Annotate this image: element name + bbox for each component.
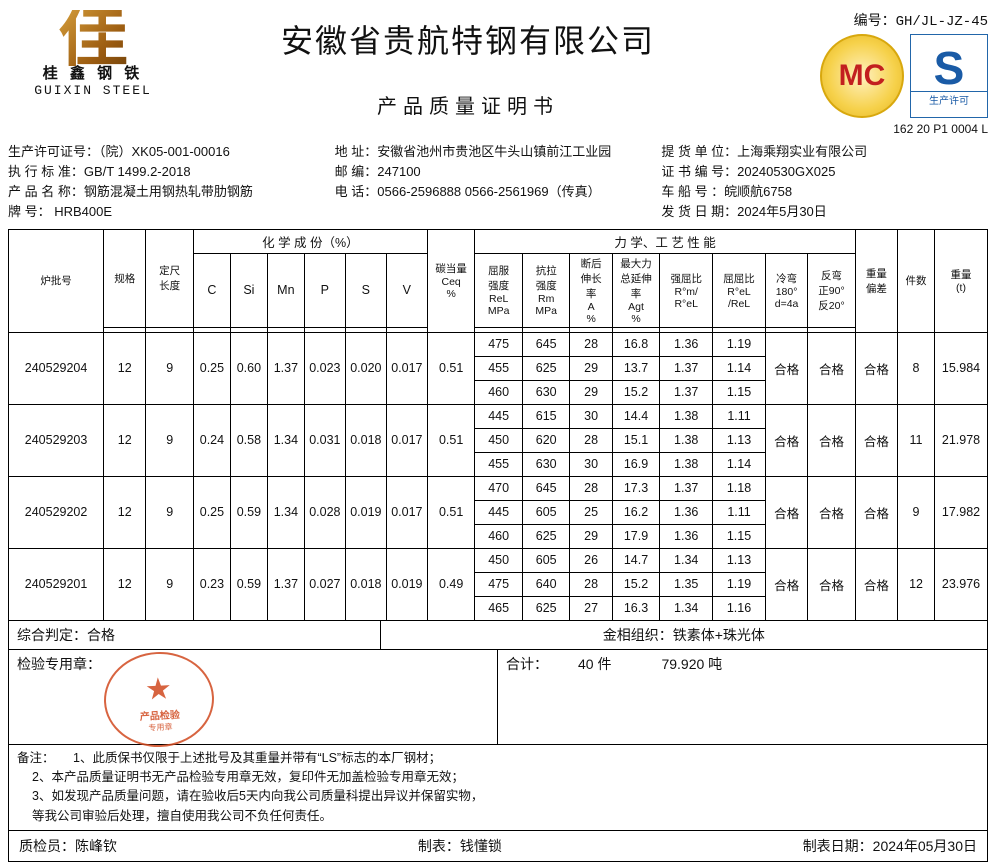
star-icon: ★ [144, 673, 172, 704]
inspector-signature-text: 质检员：陈峰钦 [19, 836, 117, 856]
info-column-1: 生产许可证号：（院）XK05-001-00016 执 行 标 准：GB/T 14… [8, 142, 335, 223]
total-weight-text: 79.920 吨 [661, 654, 722, 674]
title-block: 安徽省贵航特钢有限公司 产品质量证明书 [178, 6, 758, 119]
total-pieces-text: 40 件 [578, 654, 611, 674]
total-label-text: 合计： [506, 654, 548, 674]
metal-structure-text: 金相组织：铁素体+珠光体 [381, 621, 987, 649]
document-number-text: 编号：GH/JL-JZ-45 [758, 10, 988, 30]
production-license-seal: S 生产许可 [910, 34, 988, 118]
document-subtitle-text: 产品质量证明书 [178, 90, 758, 119]
seal-sub-number-text: 162 20 P1 0004 L [758, 122, 988, 136]
overall-judgement-text: 综合判定：合格 [9, 621, 381, 649]
table-row: 240529201 12 9 0.23 0.59 1.37 0.027 0.01… [9, 548, 988, 572]
judgement-row: 综合判定：合格 金相组织：铁素体+珠光体 [8, 621, 988, 650]
preparer-signature-text: 制表：钱懂锁 [418, 836, 502, 856]
inspection-stamp-label: 检验专用章： [17, 656, 101, 672]
signature-section: 质检员：陈峰钦 制表：钱懂锁 制表日期：2024年05月30日 [8, 831, 988, 862]
table-row: 240529202 12 9 0.25 0.59 1.34 0.028 0.01… [9, 476, 988, 500]
table-row: 240529203 12 9 0.24 0.58 1.34 0.031 0.01… [9, 404, 988, 428]
specs-data-table: 炉批号 规格 定尺 长度 化 学 成 份（%） 碳当量 Ceq % 力 学、工 … [8, 229, 988, 621]
certificate-document: 佳 桂 鑫 钢 铁 GUIXIN STEEL 安徽省贵航特钢有限公司 产品质量证… [0, 0, 996, 694]
notes-title-text: 备注： [17, 751, 55, 765]
company-logo: 佳 桂 鑫 钢 铁 GUIXIN STEEL [8, 6, 178, 98]
prepare-date-text: 制表日期：2024年05月30日 [803, 836, 977, 856]
notes-section: 备注： 1、此质保书仅限于上述批号及其重量并带有“LS”标志的本厂钢材； 2、本… [8, 745, 988, 832]
header-section: 佳 桂 鑫 钢 铁 GUIXIN STEEL 安徽省贵航特钢有限公司 产品质量证… [8, 6, 988, 136]
company-info-grid: 生产许可证号：（院）XK05-001-00016 执 行 标 准：GB/T 14… [8, 142, 988, 223]
table-row: 240529204 12 9 0.25 0.60 1.37 0.023 0.02… [9, 332, 988, 356]
stamp-total-row: 检验专用章： ★ 产品检验 专用章 合计： 40 件 79.920 吨 [8, 650, 988, 745]
inspection-seal-stamp: ★ 产品检验 专用章 [102, 649, 217, 750]
info-column-2: 地 址：安徽省池州市贵池区牛头山镇前江工业园 邮 编：247100 电 话：05… [335, 142, 662, 223]
mc-certification-seal: MC [820, 34, 904, 118]
info-column-3: 提 货 单 位：上海乘翔实业有限公司 证 书 编 号：20240530GX025… [661, 142, 988, 223]
logo-english-text: GUIXIN STEEL [8, 83, 178, 98]
company-name-text: 安徽省贵航特钢有限公司 [178, 16, 758, 62]
seal-block: 编号：GH/JL-JZ-45 MC S 生产许可 162 20 P1 0004 … [758, 6, 988, 136]
logo-chinese-text: 桂 鑫 钢 铁 [8, 62, 178, 83]
